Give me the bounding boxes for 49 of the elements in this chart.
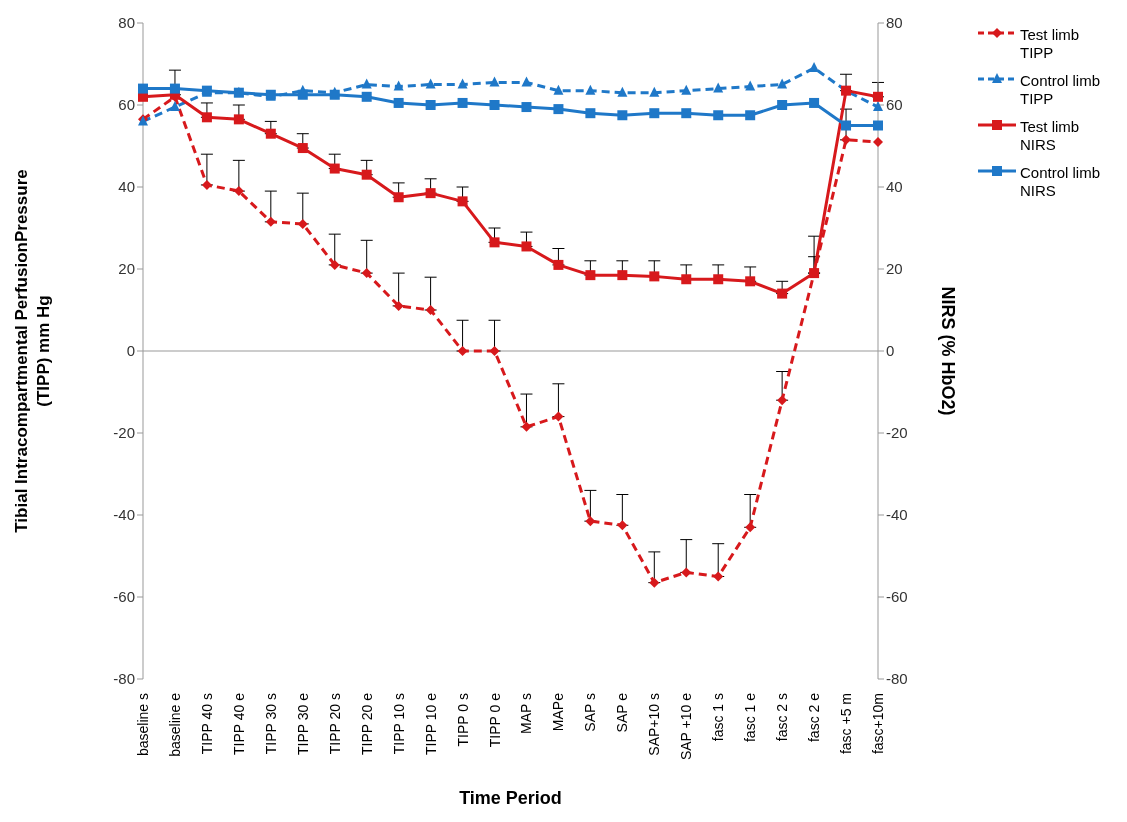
x-tick-label: TIPP 10 e <box>422 692 439 756</box>
legend-label: Test limb TIPP <box>1020 26 1081 62</box>
y-tick-label: -80 <box>113 670 135 688</box>
y2-tick-label: 20 <box>886 260 903 278</box>
x-tick-label: TIPP 0 s <box>454 693 471 747</box>
y2-tick-label: -20 <box>886 424 908 442</box>
legend-label: Control limb TIPP <box>1020 72 1102 108</box>
y-tick-label: -60 <box>113 588 135 606</box>
legend-label: Test limb NIRS <box>1020 118 1081 154</box>
y-tick-label: 80 <box>118 14 135 32</box>
x-tick-label: MAP s <box>518 693 535 734</box>
x-tick-label: baseline e <box>166 692 183 757</box>
x-tick-label: TIPP 0 e <box>486 692 503 748</box>
y-tick-label: -40 <box>113 506 135 524</box>
x-tick-label: fasc 2 s <box>774 693 791 742</box>
y-tick-label: 20 <box>118 260 135 278</box>
x-tick-label: TIPP 40 s <box>198 693 215 755</box>
x-tick-label: SAP +10 e <box>678 692 695 761</box>
x-tick-label: TIPP 30 e <box>294 692 311 756</box>
y2-tick-label: 80 <box>886 14 903 32</box>
x-tick-label: baseline s <box>135 693 151 757</box>
y2-tick-label: 0 <box>886 342 895 360</box>
x-tick-label: fasc 1 s <box>710 693 727 742</box>
y2-tick-label: 60 <box>886 96 903 114</box>
y-tick-label: -20 <box>113 424 135 442</box>
x-tick-label: TIPP 20 s <box>326 693 343 755</box>
x-tick-label: SAP e <box>614 692 631 733</box>
x-tick-label: TIPP 30 s <box>262 693 279 755</box>
x-tick-label: fasc 1 e <box>742 692 759 743</box>
x-tick-label: TIPP 20 e <box>358 692 375 756</box>
x-tick-label: fasc+10m <box>870 693 886 755</box>
x-tick-label: TIPP 10 s <box>390 693 407 755</box>
x-tick-label: fasc 2 e <box>806 692 823 743</box>
y2-tick-label: 40 <box>886 178 903 196</box>
x-tick-label: MAPe <box>550 692 567 732</box>
y-tick-label: 40 <box>118 178 135 196</box>
legend-label: Control limb NIRS <box>1020 164 1102 200</box>
y-axis-title: Tibial Intracompartmental PerfusionPressure (TIPP) mm Hg <box>12 169 53 533</box>
x-tick-label: SAP s <box>582 693 599 732</box>
x-tick-label: fasc +5 m <box>838 693 855 755</box>
x-axis-title: Time Period <box>459 788 562 808</box>
y-tick-label: 0 <box>126 342 135 360</box>
y-tick-label: 60 <box>118 96 135 114</box>
y2-tick-label: -60 <box>886 588 908 606</box>
x-tick-label: TIPP 40 e <box>230 692 247 756</box>
y2-tick-label: -80 <box>886 670 908 688</box>
y2-tick-label: -40 <box>886 506 908 524</box>
y2-axis-title: NIRS (% HbO2) <box>937 286 958 416</box>
x-tick-label: SAP+10 s <box>646 693 663 756</box>
